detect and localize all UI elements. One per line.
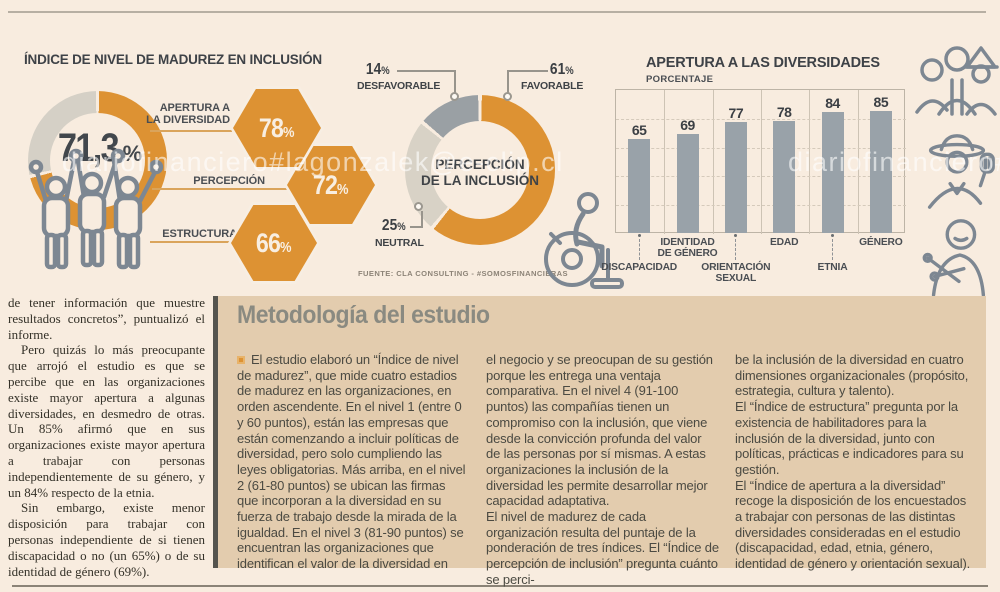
bar-chart-unit-label: PORCENTAJE [646, 74, 714, 85]
top-divider [8, 11, 986, 13]
bar-value-label: 69 [680, 116, 695, 133]
slice-value-desfavorable: 14% [366, 61, 391, 78]
methodology-paragraph: el negocio y se preocupan de su gestión … [486, 352, 713, 509]
perception-donut-chart [405, 95, 555, 245]
methodology-column-1: El estudio elaboró un “Índice de nivel d… [237, 352, 470, 572]
slice-label-favorable: FAVORABLE [521, 80, 584, 92]
methodology-paragraph: be la inclusión de la diversidad en cuat… [735, 352, 969, 399]
bar-value-label: 65 [631, 122, 647, 139]
source-credit: FUENTE: CLA CONSULTING - #SOMOSFINANCIER… [358, 269, 569, 278]
bar-identidad-de-género [676, 133, 699, 233]
panel-accent-stripe [213, 296, 218, 568]
maturity-callout-label-apertura: APERTURA A LA DIVERSIDAD [146, 102, 230, 126]
methodology-paragraph: El nivel de madurez de cada organización… [486, 509, 719, 587]
slice-value-favorable: 61% [549, 61, 574, 78]
slice-label-neutral: NEUTRAL [375, 237, 424, 249]
bottom-divider [12, 585, 988, 587]
article-text-column: de tener información que muestre resulta… [8, 295, 205, 579]
waving-person-icon [927, 134, 995, 209]
methodology-panel [213, 296, 986, 568]
grid-vline [857, 90, 859, 234]
axis-dot [637, 234, 641, 237]
leader-line [508, 70, 548, 72]
methodology-paragraph: El “Índice de estructura” pregunta por l… [735, 399, 964, 477]
bullet-icon [237, 356, 245, 364]
perception-donut-center-label: PERCEPCIÓN DE LA INCLUSIÓN [421, 157, 539, 188]
leader-line [507, 70, 509, 94]
bar-chart-plot [615, 89, 906, 234]
team-raised-arms-icon [28, 148, 164, 270]
label-leader-dash [638, 239, 640, 260]
label-leader-dash [735, 239, 737, 260]
bar-category-label: ORIENTACIÓN SEXUAL [701, 262, 771, 284]
bar-etnia [821, 112, 844, 233]
axis-dot [734, 234, 738, 237]
bar-value-label: 78 [776, 103, 792, 120]
connector-line [150, 241, 230, 243]
bar-discapacidad [628, 139, 651, 233]
methodology-paragraph: El “Índice de apertura a la diversidad” … [735, 477, 971, 572]
bar-value-label: 84 [825, 95, 840, 112]
bar-género [869, 110, 892, 233]
bar-chart-title: APERTURA A LAS DIVERSIDADES [646, 55, 880, 71]
bar-edad [773, 120, 796, 233]
grid-vline [761, 90, 762, 234]
bar-category-label: GÉNERO [859, 237, 903, 248]
slice-value-neutral: 25% [382, 217, 407, 234]
connector-line [152, 188, 288, 190]
leader-line [397, 70, 455, 72]
methodology-paragraph: El estudio elaboró un “Índice de nivel d… [237, 352, 466, 572]
openness-chart-area: 65 DISCAPACIDAD 69 IDENTIDAD DE GÉNERO 77 ORI… [601, 89, 906, 289]
grid-hline [616, 205, 906, 207]
grid-vline [712, 90, 714, 234]
leader-line [421, 211, 423, 228]
grid-vline [664, 90, 666, 234]
wheelchair-icon [544, 192, 624, 289]
maturity-callout-label-percepcion: PERCEPCIÓN [193, 175, 265, 187]
knitting-person-icon [922, 219, 986, 297]
slice-marker [450, 92, 459, 101]
slice-marker [414, 202, 423, 211]
label-leader-dash [832, 239, 833, 260]
maturity-total-value: 71,3% [57, 126, 143, 170]
bar-value-label: 85 [873, 93, 889, 110]
slice-label-desfavorable: DESFAVORABLE [357, 80, 441, 92]
grid-hline [616, 147, 906, 149]
connector-line [150, 130, 232, 132]
article-paragraph: Sin embargo, existe menor disposición pa… [8, 500, 205, 579]
group-people-icon [915, 46, 999, 116]
methodology-column-2: el negocio y se preocupan de su gestión … [486, 352, 719, 588]
maturity-callout-label-estructura: ESTRUCTURA [162, 228, 237, 240]
axis-dot [831, 234, 834, 237]
bar-category-label: IDENTIDAD DE GÉNERO [657, 237, 718, 259]
bar-category-label: ETNIA [817, 262, 848, 273]
leader-line [410, 226, 423, 228]
article-paragraph: Pero quizás lo más preocupante que arroj… [8, 342, 205, 500]
bar-category-label: DISCAPACIDAD [601, 262, 678, 273]
methodology-title: Metodología del estudio [237, 301, 490, 329]
bar-orientación-sexual [724, 122, 747, 233]
bar-value-label: 77 [728, 105, 744, 122]
maturity-chart-title: ÍNDICE DE NIVEL DE MADUREZ EN INCLUSIÓN [24, 52, 322, 67]
slice-marker [503, 92, 512, 101]
article-paragraph: de tener información que muestre resulta… [8, 295, 205, 342]
methodology-column-3: be la inclusión de la diversidad en cuat… [735, 352, 976, 572]
grid-hline [616, 118, 906, 120]
grid-vline [809, 90, 811, 234]
bar-category-label: EDAD [769, 237, 799, 248]
grid-hline [616, 176, 906, 178]
leader-line [454, 70, 456, 94]
